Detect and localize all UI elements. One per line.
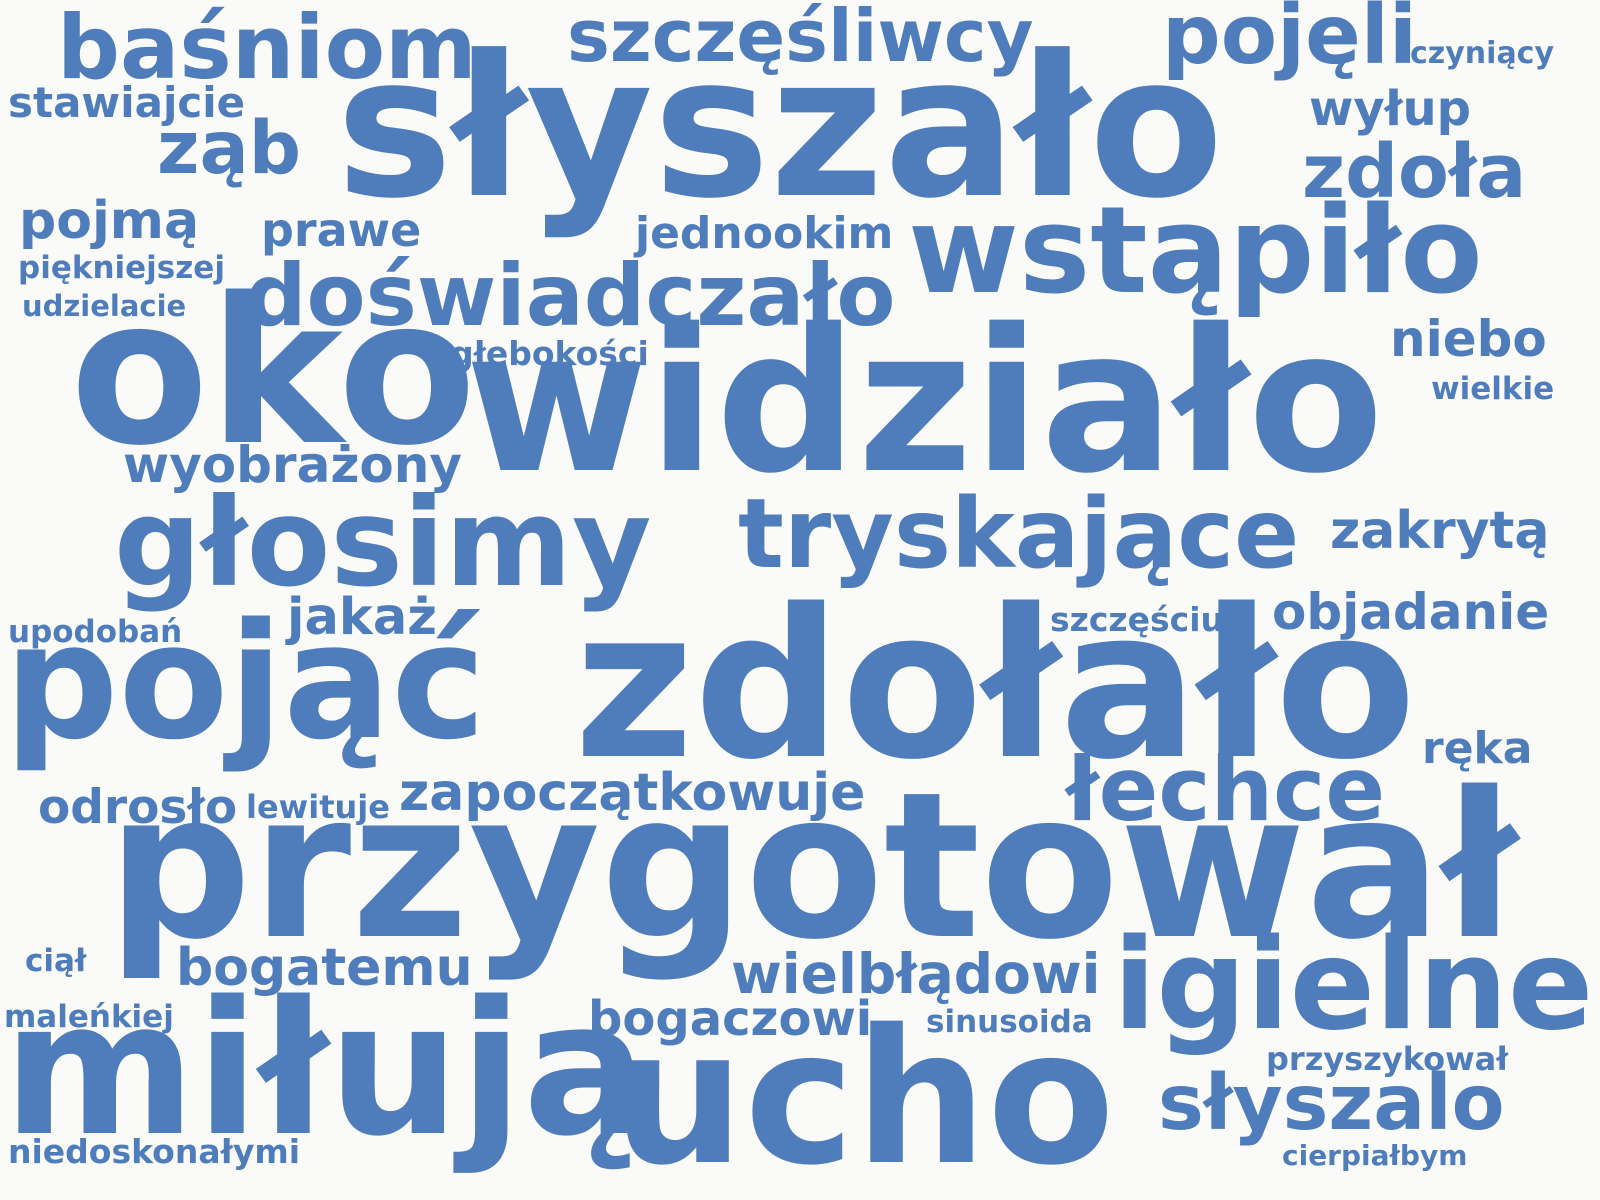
word-piekniejszej: piękniejszej	[18, 250, 225, 286]
word-czyniacy: czyniący	[1410, 36, 1555, 71]
word-wstapilo: wstąpiło	[908, 182, 1483, 321]
word-ucho: ucho	[612, 989, 1115, 1200]
word-miluja: miłują	[3, 961, 648, 1177]
word-lechce: łechce	[1066, 738, 1385, 841]
word-pojma: pojmą	[19, 191, 200, 251]
word-przyszykowal: przyszykował	[1266, 1040, 1509, 1078]
word-reka: ręka	[1422, 723, 1533, 774]
word-jakaz: jakaż	[287, 588, 437, 647]
word-upodoban: upodobań	[8, 614, 183, 650]
word-niebo: niebo	[1390, 310, 1547, 368]
word-widzialo: widziało	[465, 286, 1384, 517]
word-slyszalo: słyszało	[336, 14, 1224, 242]
word-przygotowal: przygotował	[107, 748, 1518, 984]
word-wylup: wyłup	[1309, 81, 1471, 137]
word-bogaczowi: bogaczowi	[588, 991, 873, 1047]
word-szczesliwcy: szczęśliwcy	[567, 0, 1034, 78]
word-igielne: igielne	[1113, 911, 1594, 1058]
word-stawiajcie: stawiajcie	[8, 78, 246, 127]
word-szczesciu: szczęściu	[1050, 600, 1225, 639]
word-slyszalo-small: słyszalo	[1158, 1059, 1505, 1148]
word-wielkie: wielkie	[1431, 371, 1555, 407]
word-oko: oko	[70, 254, 477, 490]
word-odroslo: odrosło	[38, 780, 238, 835]
word-zakryta: zakrytą	[1330, 501, 1550, 561]
word-prawe: prawe	[261, 203, 422, 257]
word-pojeli: pojęli	[1162, 0, 1417, 83]
word-tryskajace: tryskające	[738, 478, 1300, 590]
word-niedoskonalymi: niedoskonałymi	[8, 1132, 301, 1171]
word-wyobrazony: wyobrażony	[123, 436, 462, 494]
word-ciał: ciął	[25, 943, 87, 979]
word-doswiadczalo: doświadczało	[245, 246, 896, 346]
word-zdola: zdoła	[1302, 129, 1527, 215]
word-bogatemu: bogatemu	[176, 938, 473, 998]
word-glosimy: głosimy	[114, 472, 652, 614]
word-jednookim: jednookim	[635, 208, 894, 259]
word-cierpialbym: cierpiałbym	[1282, 1139, 1468, 1172]
word-zdolalo: zdołało	[574, 565, 1417, 805]
word-glebokosci: głębokości	[450, 334, 649, 373]
word-malenkiej: maleńkiej	[4, 999, 174, 1035]
word-lewituje: lewituje	[246, 788, 390, 826]
word-pojac: pojąć	[4, 588, 487, 775]
word-zapoczatkowuje: zapoczątkowuje	[399, 763, 866, 823]
word-sinusoida: sinusoida	[926, 1004, 1093, 1040]
word-objadanie: objadanie	[1272, 583, 1550, 641]
word-basniom: baśniom	[57, 0, 477, 99]
word-zab: ząb	[157, 106, 302, 191]
word-wielbladowi: wielbłądowi	[731, 942, 1101, 1006]
word-udzielacie: udzielacie	[22, 289, 187, 323]
